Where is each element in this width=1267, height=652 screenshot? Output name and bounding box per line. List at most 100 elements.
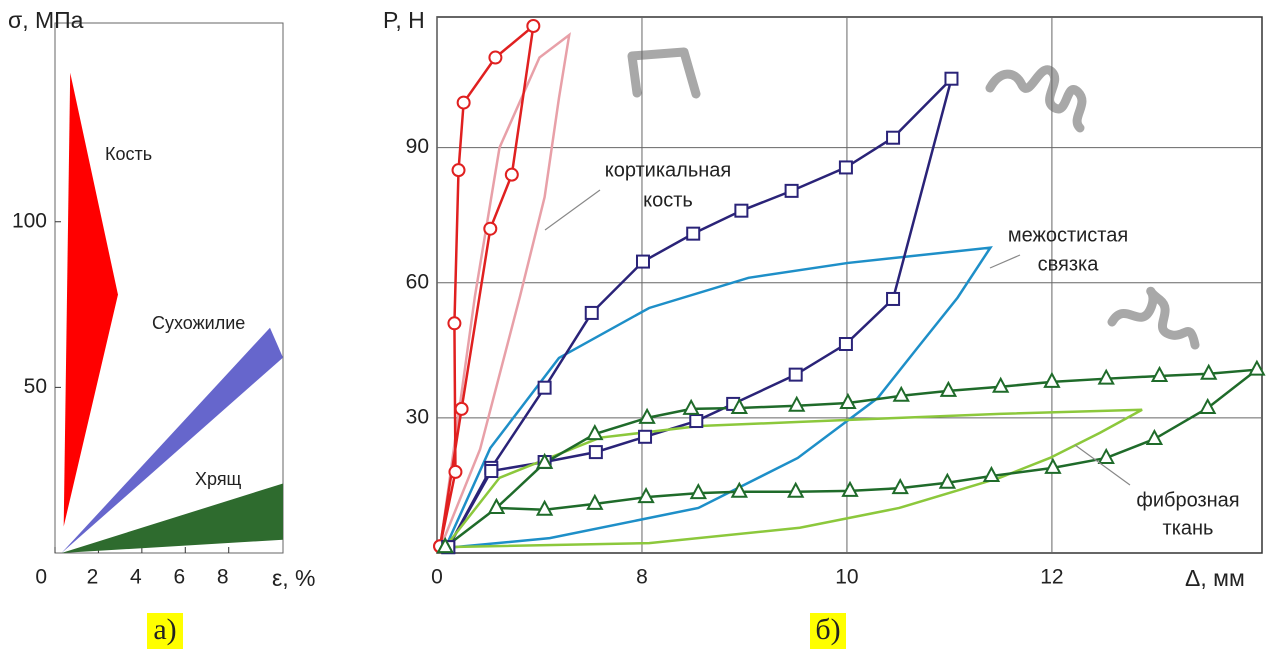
marker: [447, 316, 462, 331]
x-tick-label: 10: [835, 566, 858, 589]
marker: [841, 480, 859, 497]
marker: [891, 478, 909, 495]
marker: [535, 452, 554, 469]
x-tick-label: 8: [636, 566, 648, 589]
marker: [456, 95, 471, 110]
marker: [982, 465, 1001, 482]
marker: [586, 493, 604, 510]
x-tick-label: 0: [431, 566, 443, 589]
region-label: Кость: [105, 144, 152, 164]
marker: [588, 445, 603, 460]
y-axis-label: P, Н: [383, 7, 425, 33]
marker: [537, 380, 552, 395]
marker: [892, 385, 910, 402]
marker: [488, 50, 503, 65]
marker: [1248, 359, 1266, 376]
icons: [627, 47, 1200, 350]
y-tick-label: 30: [406, 405, 429, 428]
marker: [586, 423, 604, 441]
marker: [504, 167, 519, 182]
x-tick-label: 12: [1040, 566, 1063, 589]
leader-line: [989, 254, 1021, 269]
coil-icon: [1107, 286, 1200, 350]
marker: [944, 71, 959, 86]
annotation: межостистая: [1008, 224, 1128, 246]
x-tick-label: 6: [173, 566, 185, 589]
marker: [784, 183, 799, 198]
panel-caption: а): [153, 613, 176, 646]
marker: [1043, 371, 1061, 388]
marker: [484, 464, 499, 479]
marker: [436, 537, 454, 554]
marker: [638, 429, 653, 444]
plot-frame: [436, 16, 1263, 554]
marker: [788, 395, 806, 412]
curve: [444, 246, 993, 550]
marker: [991, 376, 1010, 393]
marker: [788, 367, 803, 382]
marker: [483, 221, 498, 236]
marker: [448, 464, 463, 479]
y-tick-label: 50: [24, 375, 47, 398]
marker: [1199, 397, 1217, 414]
annotation: ткань: [1163, 517, 1214, 539]
marker: [526, 19, 541, 34]
region-label: Сухожилие: [152, 313, 245, 333]
marker: [886, 291, 901, 306]
region: [63, 72, 118, 527]
spring-icon: [985, 65, 1087, 133]
marker: [1200, 363, 1218, 380]
marker: [686, 226, 701, 241]
marker: [730, 481, 749, 498]
marker: [838, 337, 853, 352]
staple-icon: [627, 47, 701, 99]
caption-highlight: [147, 613, 183, 649]
panel-caption: б): [815, 613, 840, 646]
y-tick-label: 100: [12, 209, 47, 232]
marker: [682, 398, 700, 415]
marker: [1044, 457, 1062, 474]
plot-frame: [54, 22, 284, 554]
marker: [938, 472, 957, 489]
annotation: кортикальная: [605, 159, 732, 181]
marker: [637, 487, 655, 504]
marker: [1145, 428, 1164, 446]
marker: [1097, 368, 1115, 385]
marker: [787, 481, 805, 498]
x-tick-label: 4: [130, 566, 142, 589]
x-tick-label: 0: [35, 566, 47, 589]
leader-line: [544, 189, 601, 231]
y-axis-label: σ, МПа: [8, 7, 84, 33]
curve: [438, 32, 571, 549]
caption-highlight: [810, 613, 846, 649]
annotation: связка: [1038, 253, 1100, 275]
marker: [886, 130, 901, 145]
region: [61, 483, 284, 553]
marker: [584, 305, 599, 320]
marker: [635, 254, 650, 269]
marker: [689, 482, 708, 500]
marker: [838, 160, 853, 175]
marker: [1097, 447, 1115, 464]
marker: [535, 499, 554, 516]
annotation: фиброзная: [1136, 489, 1239, 511]
marker: [638, 407, 656, 424]
x-tick-label: 2: [87, 566, 99, 589]
marker: [839, 392, 857, 410]
region-label: Хрящ: [195, 469, 242, 489]
marker: [487, 497, 506, 514]
annotation: кость: [643, 189, 693, 211]
y-tick-label: 60: [406, 270, 429, 293]
marker: [689, 414, 704, 429]
curve: [444, 408, 1143, 549]
marker: [1150, 365, 1169, 382]
marker: [451, 163, 466, 178]
marker: [734, 203, 749, 218]
marker: [939, 380, 958, 397]
marker: [730, 397, 749, 414]
x-axis-label: ε, %: [272, 565, 315, 591]
curve: [447, 74, 954, 548]
x-tick-label: 8: [217, 566, 229, 589]
region: [61, 327, 284, 553]
